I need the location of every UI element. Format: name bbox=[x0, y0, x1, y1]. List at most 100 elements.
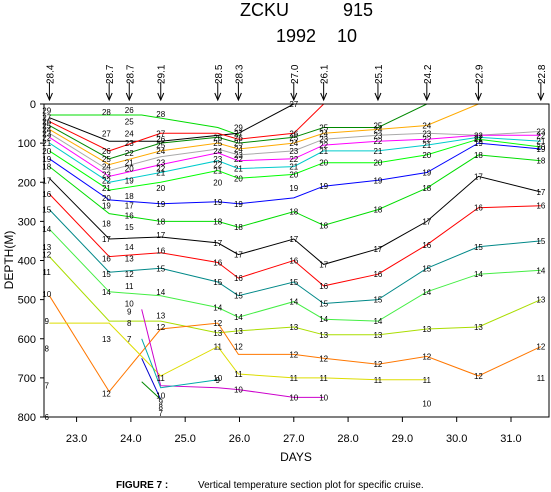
isotherm-label: 17 bbox=[125, 202, 134, 211]
isotherm-label: 20 bbox=[373, 159, 382, 168]
isotherm-label: 22 bbox=[156, 165, 165, 174]
isotherm-label: 22 bbox=[234, 155, 243, 164]
isotherm-label: 16 bbox=[422, 241, 431, 250]
isotherm-label: 25 bbox=[125, 118, 134, 127]
y-tick-label: 0 bbox=[30, 99, 36, 111]
isotherm-label: 25 bbox=[373, 122, 382, 131]
isotherm-label: 13 bbox=[213, 329, 222, 338]
isotherm-label: 17 bbox=[474, 172, 483, 181]
isotherm-label: 19 bbox=[474, 139, 483, 148]
isotherm-label: 18 bbox=[536, 157, 545, 166]
isotherm-label: 21 bbox=[125, 159, 134, 168]
isotherm-label: 7 bbox=[44, 382, 49, 391]
isotherm-line-26 bbox=[49, 104, 325, 152]
x-tick-label: 30.0 bbox=[446, 433, 467, 445]
isotherm-line-16 bbox=[49, 193, 541, 287]
figure-label: FIGURE 7 : bbox=[116, 480, 168, 491]
isotherm-label: 9 bbox=[127, 307, 132, 316]
isotherm-label: 24 bbox=[289, 139, 298, 148]
isotherm-label: 20 bbox=[156, 184, 165, 193]
isotherm-label: 18 bbox=[156, 217, 165, 226]
isotherm-label: 19 bbox=[289, 184, 298, 193]
isotherm-line-12 bbox=[48, 295, 542, 393]
isotherm-label: 12 bbox=[474, 372, 483, 381]
isotherm-label: 26 bbox=[156, 135, 165, 144]
isotherm-label: 13 bbox=[156, 311, 165, 320]
isotherm-line-21 bbox=[49, 136, 541, 183]
isotherm-label: 12 bbox=[156, 323, 165, 332]
isotherm-line-28 bbox=[49, 114, 240, 136]
isotherm-line-8 bbox=[141, 358, 162, 400]
figure-caption: Vertical temperature section plot for sp… bbox=[198, 480, 424, 491]
isotherm-label: 22 bbox=[422, 135, 431, 144]
isotherm-labels: 2927262524232221201918171615141312111098… bbox=[42, 100, 546, 422]
isotherm-label: 25 bbox=[289, 133, 298, 142]
isotherm-label: 23 bbox=[156, 159, 165, 168]
isotherm-label: 25 bbox=[319, 123, 328, 132]
isotherm-label: 16 bbox=[536, 202, 545, 211]
isotherm-label: 17 bbox=[289, 235, 298, 244]
isotherm-label: 8 bbox=[159, 403, 164, 412]
isotherm-label: 23 bbox=[536, 127, 545, 136]
station-arrowhead bbox=[320, 92, 328, 102]
isotherm-label: 19 bbox=[102, 202, 111, 211]
isotherm-label: 28 bbox=[102, 108, 111, 117]
station-sst-label: 27.0 bbox=[290, 64, 301, 84]
isotherm-label: 13 bbox=[373, 331, 382, 340]
isotherm-label: 7 bbox=[127, 335, 132, 344]
station-sst-label: 28.5 bbox=[214, 64, 225, 84]
isotherm-line-13 bbox=[49, 256, 542, 336]
isotherm-label: 20 bbox=[42, 147, 51, 156]
isotherm-label: 11 bbox=[423, 376, 432, 385]
isotherm-label: 23 bbox=[422, 129, 431, 138]
isotherm-label: 22 bbox=[102, 176, 111, 185]
isotherm-label: 21 bbox=[289, 163, 298, 172]
isotherm-label: 28 bbox=[156, 110, 165, 119]
isotherm-label: 24 bbox=[102, 163, 111, 172]
isotherm-label: 17 bbox=[319, 260, 328, 269]
isotherm-label: 10 bbox=[42, 290, 51, 299]
isotherm-label: 29 bbox=[234, 123, 243, 132]
isotherm-label: 10 bbox=[156, 391, 165, 400]
isotherm-label: 9 bbox=[44, 317, 49, 326]
isotherm-line-20 bbox=[49, 138, 541, 191]
isotherm-line-14 bbox=[49, 228, 541, 322]
isotherm-label: 25 bbox=[102, 155, 111, 164]
isotherm-label: 14 bbox=[213, 303, 222, 312]
isotherm-label: 18 bbox=[102, 219, 111, 228]
isotherm-label: 10 bbox=[422, 399, 431, 408]
isotherm-label: 19 bbox=[373, 176, 382, 185]
isotherm-label: 21 bbox=[213, 167, 222, 176]
isotherm-label: 11 bbox=[214, 343, 223, 352]
isotherm-label: 18 bbox=[422, 184, 431, 193]
isotherm-line-7 bbox=[141, 381, 162, 400]
isotherm-label: 23 bbox=[373, 131, 382, 140]
isotherm-label: 21 bbox=[102, 184, 111, 193]
isotherm-label: 18 bbox=[42, 163, 51, 172]
isotherm-label: 15 bbox=[474, 243, 483, 252]
isotherm-label: 20 bbox=[422, 151, 431, 160]
isotherm-label: 10 bbox=[289, 393, 298, 402]
isotherm-label: 16 bbox=[42, 190, 51, 199]
isotherm-line-19 bbox=[49, 142, 541, 205]
isotherm-label: 24 bbox=[213, 147, 222, 156]
isotherm-label: 18 bbox=[289, 208, 298, 217]
isotherm-label: 25 bbox=[42, 122, 51, 131]
isotherm-label: 23 bbox=[289, 147, 298, 156]
station-arrowhead bbox=[105, 92, 113, 102]
isotherm-label: 17 bbox=[156, 231, 165, 240]
isotherm-label: 14 bbox=[234, 313, 243, 322]
station-code: ZCKU bbox=[240, 0, 289, 20]
isotherm-label: 16 bbox=[289, 257, 298, 266]
isotherm-label: 9 bbox=[216, 376, 221, 385]
isotherm-label: 15 bbox=[156, 264, 165, 273]
station-sst-label: 25.1 bbox=[374, 64, 385, 84]
isotherm-label: 29 bbox=[42, 106, 51, 115]
isotherm-label: 21 bbox=[234, 165, 243, 174]
station-arrowhead bbox=[45, 92, 53, 102]
isotherm-label: 25 bbox=[234, 139, 243, 148]
isotherm-label: 23 bbox=[102, 170, 111, 179]
y-tick-label: 400 bbox=[18, 256, 36, 268]
x-tick-label: 28.0 bbox=[337, 433, 358, 445]
station-markers: 28.4 28.7 28.7 29.1 28.5 28.3 27.0 26.1 25.1 24.2… bbox=[45, 64, 548, 102]
